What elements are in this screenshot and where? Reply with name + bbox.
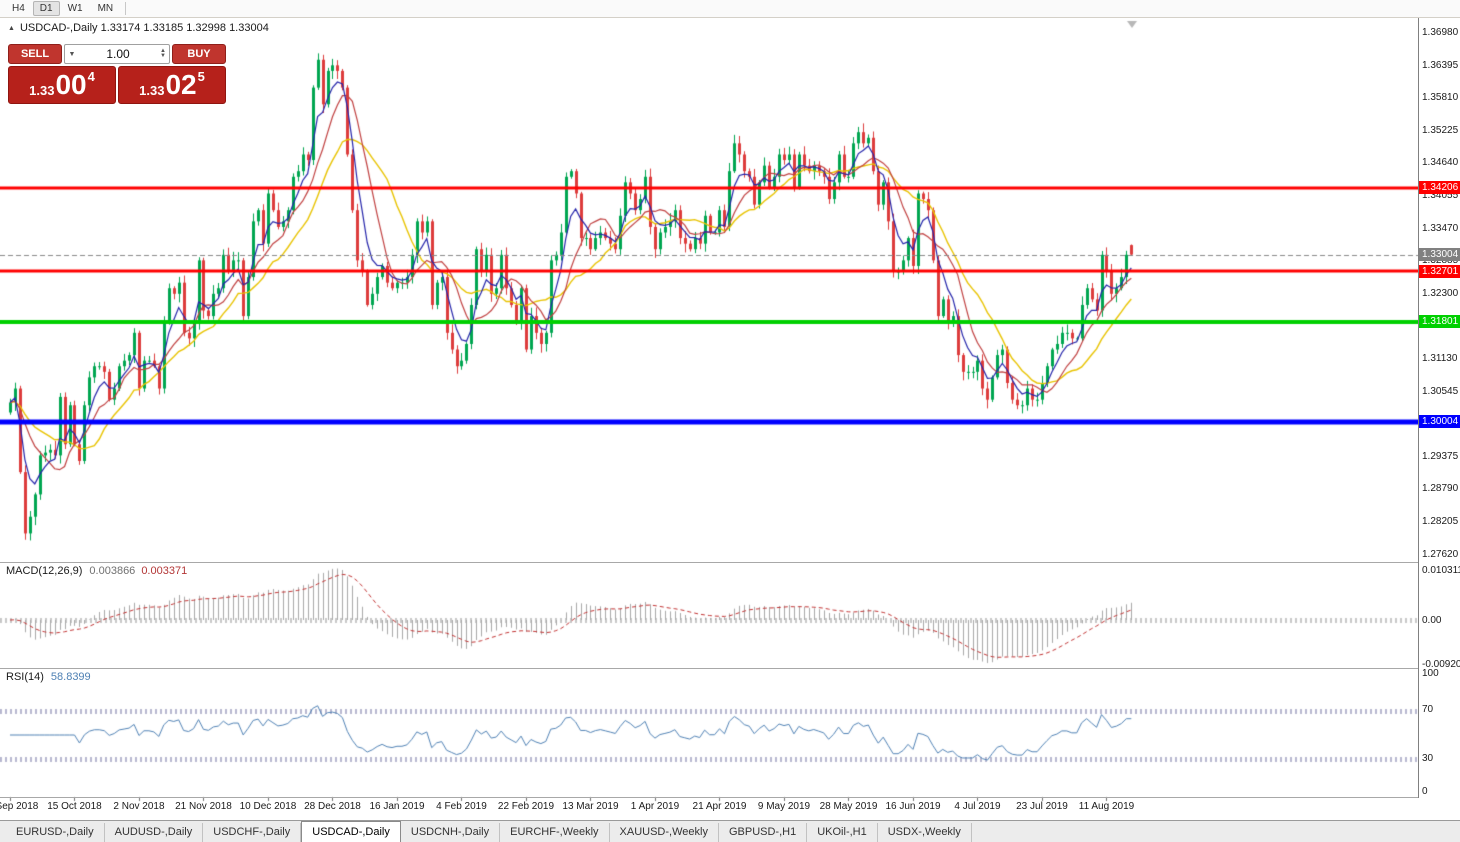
date-axis-label: 16 Jan 2019: [369, 801, 425, 812]
date-axis-label: 16 Jun 2019: [885, 801, 941, 812]
level-badge-1.30004[interactable]: 1.30004: [1419, 415, 1460, 428]
tab-usdcad[interactable]: USDCAD-,Daily: [301, 821, 401, 842]
tab-eurchf[interactable]: EURCHF-,Weekly: [500, 823, 610, 842]
date-axis-label: 21 Nov 2018: [175, 801, 232, 812]
date-axis-label: 21 Apr 2019: [692, 801, 747, 812]
one-click-collapse-icon[interactable]: ▲: [8, 24, 15, 32]
volume-spinner-icon[interactable]: ▲ ▼: [160, 48, 166, 59]
tab-eurusd[interactable]: EURUSD-,Daily: [6, 823, 105, 842]
level-badge-1.32701[interactable]: 1.32701: [1419, 265, 1460, 278]
price-axis-label: 1.36980: [1422, 27, 1459, 38]
chart-canvas[interactable]: [0, 18, 1418, 808]
price-axis-label: 1.36395: [1422, 59, 1459, 71]
chart-area: ▲ USDCAD-,Daily 1.33174 1.33185 1.32998 …: [0, 18, 1460, 820]
macd-name: MACD(12,26,9): [6, 565, 83, 577]
tab-usdcnh[interactable]: USDCNH-,Daily: [401, 823, 501, 842]
buy-price-sup: 5: [197, 69, 205, 84]
macd-scale-label: 0.010311: [1422, 565, 1460, 576]
price-axis-label: 1.28790: [1422, 483, 1459, 495]
price-axis-label: 1.29375: [1422, 450, 1459, 462]
sell-price-big: 00: [55, 69, 87, 100]
price-axis-label: 1.33470: [1422, 222, 1459, 234]
price-axis-label: 1.28205: [1422, 516, 1459, 527]
price-axis-label: 1.31130: [1422, 353, 1458, 364]
sell-price-prefix: 1.33: [29, 83, 55, 98]
level-badge-1.34206[interactable]: 1.34206: [1419, 181, 1460, 194]
date-axis-label: 28 Dec 2018: [304, 801, 361, 812]
tab-usdchf[interactable]: USDCHF-,Daily: [203, 823, 302, 842]
sell-price-tile[interactable]: 1.33 00 4: [8, 66, 116, 104]
timeframe-button-d1[interactable]: D1: [32, 1, 60, 16]
macd-scale-label: -0.009200: [1422, 659, 1460, 670]
rsi-scale-label: 100: [1422, 668, 1439, 679]
timeframe-toolbar: H4 D1 W1 MN: [0, 0, 1460, 18]
price-axis-label: 1.30545: [1422, 385, 1459, 397]
timeframe-button-h4[interactable]: H4: [12, 3, 25, 14]
macd-scale-label: 0.00: [1422, 615, 1442, 626]
date-axis-label: 4 Feb 2019: [436, 801, 487, 812]
tab-gbpusd[interactable]: GBPUSD-,H1: [719, 823, 808, 842]
buy-price-tile[interactable]: 1.33 02 5: [118, 66, 226, 104]
date-axis-label: 2 Nov 2018: [113, 801, 165, 812]
date-axis-label: 23 Jul 2019: [1016, 801, 1068, 812]
timeframe-button-w1[interactable]: W1: [67, 3, 83, 14]
one-click-trading-panel: SELL ▼ 1.00 ▲ ▼ BUY 1.33 00 4 1.33 02 5: [8, 44, 226, 104]
date-axis-label: 4 Jul 2019: [954, 801, 1001, 812]
toolbar-separator: [125, 2, 127, 15]
date-axis-label: 15 Oct 2018: [47, 801, 102, 812]
buy-button[interactable]: BUY: [172, 44, 226, 64]
chart-title: ▲ USDCAD-,Daily 1.33174 1.33185 1.32998 …: [8, 22, 269, 34]
time-axis-separator[interactable]: [0, 797, 1460, 798]
chart-tab-bar: EURUSD-,Daily AUDUSD-,Daily USDCHF-,Daily U…: [0, 820, 1460, 842]
timeframe-buttons: H4 D1 W1 MN: [5, 1, 120, 16]
chart-title-text: USDCAD-,Daily 1.33174 1.33185 1.32998 1.…: [19, 22, 269, 34]
price-axis-label: 1.35810: [1422, 92, 1459, 104]
price-axis-label: 1.27620: [1422, 548, 1459, 560]
rsi-value: 58.8399: [50, 671, 91, 683]
tab-xauusd[interactable]: XAUUSD-,Weekly: [610, 823, 719, 842]
date-axis-label: 13 Mar 2019: [562, 801, 619, 812]
current-price-badge: 1.33004: [1419, 248, 1460, 261]
sell-button[interactable]: SELL: [8, 44, 62, 64]
sell-price-sup: 4: [87, 69, 95, 84]
tab-usdx[interactable]: USDX-,Weekly: [878, 823, 972, 842]
price-axis-label: 1.32300: [1422, 287, 1459, 299]
rsi-name: RSI(14): [6, 671, 44, 683]
macd-main-value: 0.003866: [89, 565, 136, 577]
date-axis-label: 10 Dec 2018: [239, 801, 297, 812]
pane-separator[interactable]: [0, 668, 1460, 669]
rsi-scale-label: 0: [1422, 786, 1428, 797]
price-axis-label: 1.34055: [1422, 190, 1459, 201]
date-axis-label: 26 Sep 2018: [0, 801, 39, 812]
rsi-scale-label: 30: [1422, 753, 1434, 764]
buy-price-prefix: 1.33: [139, 83, 165, 98]
date-axis-label: 11 Aug 2019: [1078, 801, 1135, 812]
date-axis-label: 9 May 2019: [757, 801, 811, 812]
volume-dropdown-icon[interactable]: ▼: [68, 50, 76, 58]
volume-input[interactable]: ▼ 1.00 ▲ ▼: [64, 44, 170, 64]
price-axis-label: 1.35225: [1422, 124, 1459, 136]
macd-indicator-label: MACD(12,26,9) 0.003866 0.003371: [6, 565, 187, 577]
rsi-indicator-label: RSI(14) 58.8399: [6, 671, 91, 683]
level-badge-1.31801[interactable]: 1.31801: [1419, 315, 1460, 328]
volume-value: 1.00: [106, 47, 130, 61]
date-axis-label: 28 May 2019: [819, 801, 878, 812]
tab-ukoil[interactable]: UKOil-,H1: [807, 823, 878, 842]
macd-signal-value: 0.003371: [141, 565, 188, 577]
rsi-scale-label: 70: [1422, 704, 1434, 715]
date-axis-label: 22 Feb 2019: [497, 801, 555, 812]
pane-separator[interactable]: [0, 562, 1460, 563]
buy-price-big: 02: [165, 69, 197, 100]
price-axis-label: 1.34640: [1422, 157, 1459, 169]
timeframe-button-mn[interactable]: MN: [97, 3, 114, 14]
price-axis[interactable]: 1.36980 1.36395 1.35810 1.35225 1.34640 1.340…: [1418, 18, 1460, 798]
date-axis-label: 1 Apr 2019: [630, 801, 680, 812]
tab-audusd[interactable]: AUDUSD-,Daily: [105, 823, 204, 842]
